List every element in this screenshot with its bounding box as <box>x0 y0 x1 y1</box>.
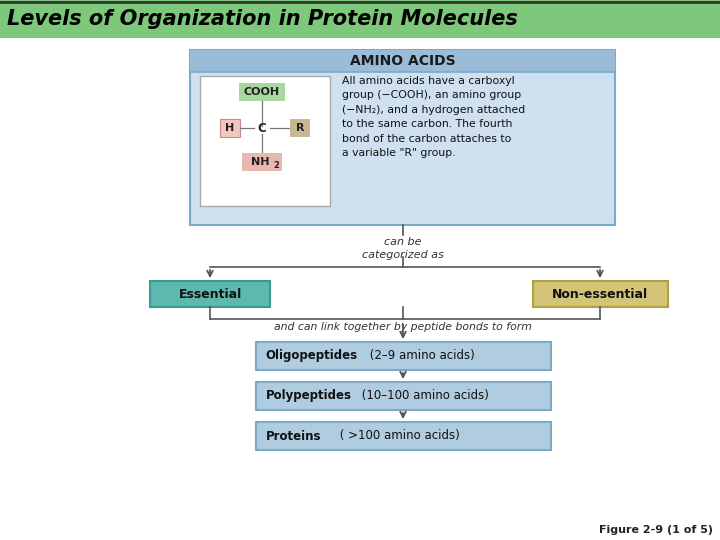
Bar <box>239 83 285 101</box>
Bar <box>290 119 310 137</box>
Text: R: R <box>296 123 305 133</box>
Text: (10–100 amino acids): (10–100 amino acids) <box>359 389 490 402</box>
Bar <box>256 342 551 370</box>
Text: NH: NH <box>251 157 269 167</box>
Text: and can link together by peptide bonds to form: and can link together by peptide bonds t… <box>274 322 532 332</box>
Text: (2–9 amino acids): (2–9 amino acids) <box>366 349 474 362</box>
Text: Levels of Organization in Protein Molecules: Levels of Organization in Protein Molecu… <box>7 9 518 29</box>
Bar <box>0 0 720 38</box>
Text: Proteins: Proteins <box>266 429 321 442</box>
Text: Non-essential: Non-essential <box>552 287 648 300</box>
Text: H: H <box>225 123 235 133</box>
Bar <box>190 50 615 72</box>
Text: Oligopeptides: Oligopeptides <box>266 349 358 362</box>
Bar <box>150 281 270 307</box>
Bar <box>533 281 667 307</box>
Bar <box>190 50 615 225</box>
Text: C: C <box>258 122 266 134</box>
Text: All amino acids have a carboxyl
group (−COOH), an amino group
(−NH₂), and a hydr: All amino acids have a carboxyl group (−… <box>342 76 526 158</box>
Text: Figure 2-9 (1 of 5): Figure 2-9 (1 of 5) <box>599 525 713 535</box>
Text: ( >100 amino acids): ( >100 amino acids) <box>336 429 459 442</box>
Text: AMINO ACIDS: AMINO ACIDS <box>350 54 455 68</box>
Bar <box>200 76 330 206</box>
Text: Polypeptides: Polypeptides <box>266 389 351 402</box>
Bar <box>256 382 551 410</box>
Text: Essential: Essential <box>179 287 242 300</box>
Bar <box>242 153 282 171</box>
Bar <box>220 119 240 137</box>
Text: 2: 2 <box>273 160 279 170</box>
Bar <box>256 422 551 450</box>
Text: can be
categorized as: can be categorized as <box>362 237 444 260</box>
Text: COOH: COOH <box>244 87 280 97</box>
